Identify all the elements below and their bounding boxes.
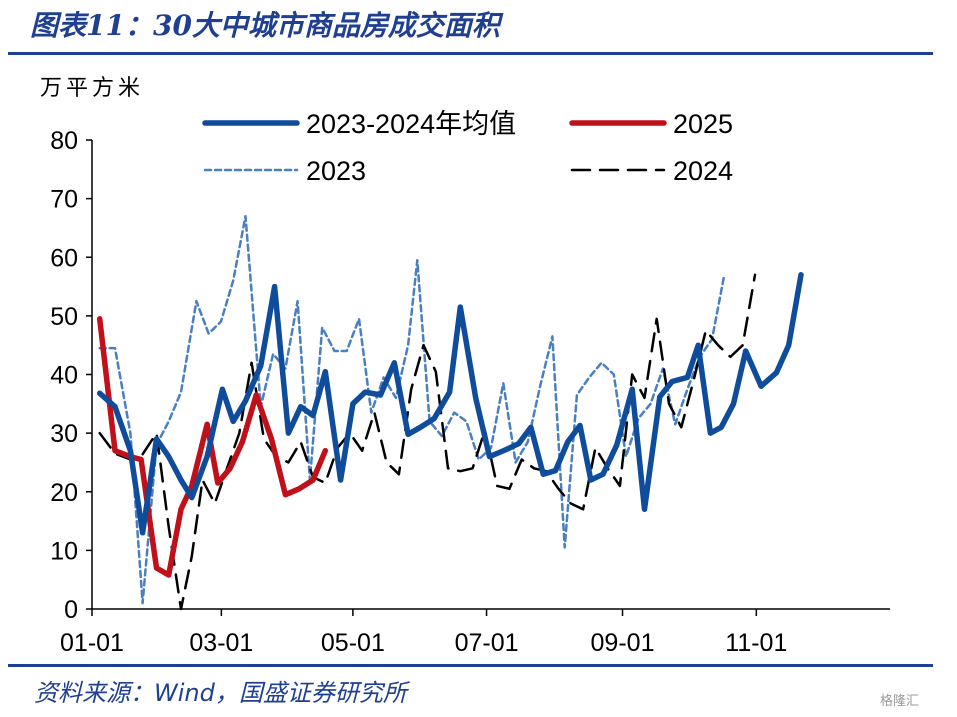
- x-tick-label: 05-01: [321, 629, 385, 657]
- x-tick-label: 11-01: [725, 629, 787, 657]
- x-tick-label: 01-01: [60, 629, 124, 657]
- legend: 2023-2024年均值 2025 2023 2024: [202, 109, 733, 186]
- series-line-0: [96, 272, 804, 536]
- y-tick-label: 70: [50, 186, 78, 214]
- figure-title: 图表11：30大中城市商品房成交面积: [30, 9, 500, 42]
- y-tick-label: 20: [50, 479, 78, 507]
- y-tick-label: 50: [50, 303, 78, 331]
- x-tick-label: 07-01: [455, 629, 519, 657]
- y-tick-label: 40: [50, 362, 78, 390]
- series-line-3: [98, 273, 757, 611]
- y-tick-label: 30: [50, 420, 78, 448]
- legend-label-0: 2023-2024年均值: [306, 109, 516, 139]
- series-layer: [96, 214, 804, 611]
- x-tick-label: 03-01: [189, 629, 253, 657]
- y-tick-label: 60: [50, 244, 78, 272]
- legend-label-3: 2024: [673, 156, 733, 186]
- x-tick-label: 09-01: [591, 629, 655, 657]
- legend-label-2: 2023: [306, 156, 366, 186]
- axes: 0 10 20 30 40 50 60 70 80 01-01 03-01 05-01 07-01 09-…: [50, 127, 890, 657]
- legend-label-1: 2025: [673, 109, 733, 139]
- title-underline: [8, 52, 933, 55]
- series-line-1: [96, 316, 329, 578]
- watermark-logo: 格隆汇: [880, 694, 920, 709]
- source-rule: [8, 664, 933, 667]
- y-tick-label: 80: [50, 127, 78, 155]
- y-tick-label: 10: [50, 537, 78, 565]
- source-note: 资料来源：Wind，国盛证券研究所: [34, 679, 407, 707]
- y-axis-unit-label: 万平方米: [40, 75, 144, 100]
- y-tick-label: 0: [64, 596, 78, 624]
